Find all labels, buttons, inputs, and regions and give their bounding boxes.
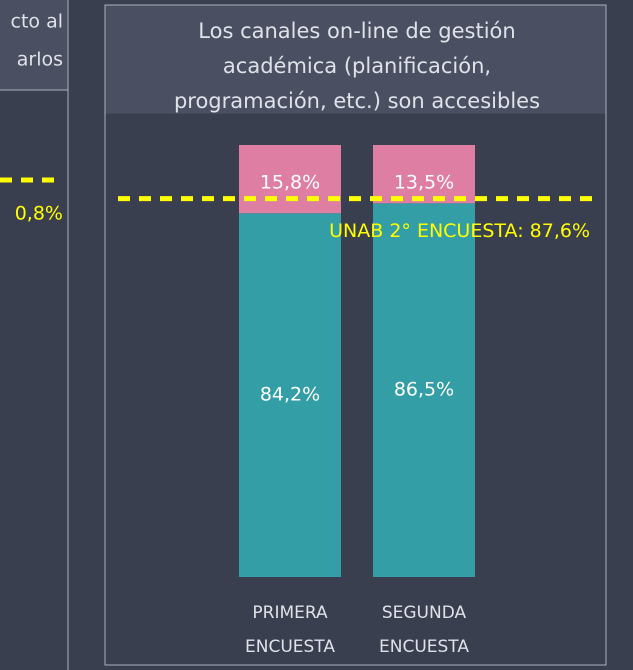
bar-segment (239, 145, 341, 214)
value-label: 86,5% (394, 379, 454, 401)
panel-border (104, 4, 607, 666)
value-label: 13,5% (394, 172, 454, 194)
x-tick-label: ENCUESTA (379, 637, 469, 657)
chart-title: Los canales on-line de gestión (198, 19, 515, 43)
left-title-line: cto al (11, 11, 63, 33)
value-label: 84,2% (260, 384, 320, 406)
panel-header (105, 5, 606, 114)
bar-segment (373, 203, 475, 577)
bar-segment (239, 213, 341, 578)
chart-title: programación, etc.) son accesibles (174, 89, 540, 113)
x-tick-label: ENCUESTA (245, 637, 335, 657)
bar-segment (373, 145, 475, 204)
value-label: 15,8% (260, 172, 320, 194)
x-tick-label: PRIMERA (252, 603, 328, 623)
x-tick-label: SEGUNDA (382, 603, 467, 623)
left-panel: cto al arlos 0,8% (0, 0, 69, 670)
left-reference-label: 0,8% (15, 203, 63, 225)
left-title-line: arlos (17, 49, 63, 71)
chart-title: académica (planificación, (223, 54, 491, 78)
reference-label: UNAB 2° ENCUESTA: 87,6% (329, 220, 590, 242)
